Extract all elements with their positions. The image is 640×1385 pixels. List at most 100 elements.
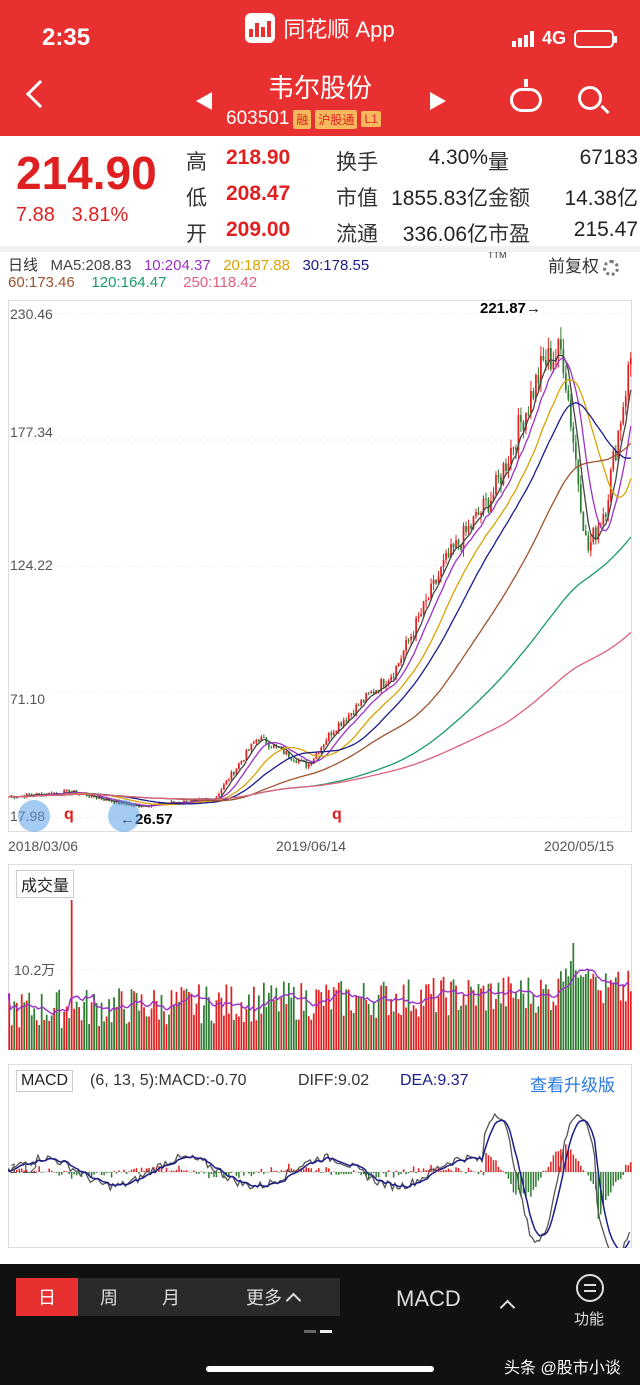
candle-body bbox=[370, 691, 373, 694]
macd-title[interactable]: MACD bbox=[16, 1070, 74, 1092]
volume-bar bbox=[98, 1026, 100, 1050]
indicator-selector[interactable]: MACD bbox=[396, 1286, 461, 1311]
candle-body bbox=[415, 618, 417, 637]
macd-bar bbox=[73, 1172, 75, 1175]
candle-body bbox=[285, 751, 288, 755]
more-button[interactable]: 更多 bbox=[246, 1284, 302, 1310]
volume-bar bbox=[8, 993, 11, 1050]
candle-body bbox=[355, 704, 358, 716]
macd-bar bbox=[392, 1172, 395, 1178]
date-label-end: 2020/05/15 bbox=[544, 838, 615, 854]
macd-bar bbox=[20, 1168, 23, 1172]
chevron-up-icon[interactable] bbox=[499, 1299, 516, 1316]
tab-month[interactable]: 月 bbox=[162, 1288, 180, 1308]
macd-bar bbox=[350, 1172, 352, 1174]
candle-body bbox=[604, 514, 607, 517]
adjust-label: 前复权 bbox=[548, 257, 599, 276]
volume-bar bbox=[63, 1011, 66, 1050]
macd-bar bbox=[405, 1172, 407, 1175]
macd-bar bbox=[507, 1172, 510, 1179]
macd-bar bbox=[555, 1151, 557, 1172]
menu-icon[interactable] bbox=[576, 1274, 604, 1302]
next-stock-icon[interactable] bbox=[430, 92, 446, 110]
volume-bar bbox=[38, 1024, 41, 1050]
candle-body bbox=[362, 700, 365, 703]
macd-bar bbox=[425, 1169, 427, 1172]
ma60-value: 60:173.46 bbox=[8, 274, 75, 291]
event-marker-1[interactable]: q bbox=[64, 806, 74, 823]
volume-bar bbox=[517, 999, 520, 1050]
candle-body bbox=[542, 355, 545, 360]
search-icon[interactable] bbox=[578, 86, 602, 110]
candle-body bbox=[270, 747, 273, 749]
ma-legend-row-2: 60:173.46 120:164.47 250:118.42 bbox=[8, 274, 257, 291]
home-indicator[interactable] bbox=[206, 1366, 434, 1372]
tab-day[interactable]: 日 bbox=[16, 1278, 78, 1316]
drag-handle-right[interactable] bbox=[108, 800, 140, 832]
volume-bar bbox=[205, 986, 208, 1050]
volume-bar bbox=[255, 1020, 258, 1050]
macd-bar bbox=[123, 1169, 125, 1172]
price-chart[interactable] bbox=[8, 300, 632, 832]
volume-bar bbox=[365, 999, 368, 1050]
volume-bar bbox=[83, 1001, 86, 1050]
candle-body bbox=[230, 772, 233, 780]
volume-bar bbox=[582, 976, 585, 1050]
robot-assistant-icon[interactable] bbox=[510, 79, 542, 112]
quote-label: 市值 bbox=[336, 187, 378, 210]
macd-bar bbox=[293, 1169, 295, 1172]
volume-chart[interactable] bbox=[8, 864, 632, 1050]
volume-bar bbox=[163, 1011, 165, 1050]
volume-bar bbox=[440, 980, 442, 1050]
macd-bar bbox=[532, 1172, 535, 1190]
quote-label: 低 bbox=[186, 187, 207, 210]
macd-bar bbox=[580, 1165, 582, 1172]
candle-body bbox=[587, 535, 590, 551]
volume-bar bbox=[425, 984, 427, 1050]
macd-bar bbox=[213, 1172, 215, 1177]
tag-margin: 融 bbox=[293, 109, 312, 129]
macd-bar bbox=[253, 1172, 255, 1175]
macd-bar bbox=[442, 1169, 445, 1172]
candle-body bbox=[445, 552, 447, 560]
volume-bar bbox=[183, 990, 185, 1050]
macd-chart[interactable] bbox=[8, 1064, 632, 1248]
candle-body bbox=[272, 744, 275, 748]
macd-bar bbox=[445, 1169, 447, 1172]
drag-handle-left[interactable] bbox=[18, 800, 50, 832]
candle-body bbox=[612, 451, 615, 470]
candle-body bbox=[515, 447, 517, 450]
adjust-selector[interactable]: 前复权 bbox=[548, 252, 619, 277]
candle-body bbox=[507, 463, 510, 471]
candle-body bbox=[88, 796, 90, 798]
candle-body bbox=[432, 579, 435, 584]
candle-body bbox=[267, 744, 270, 748]
volume-bar bbox=[360, 996, 363, 1050]
volume-bar bbox=[320, 992, 323, 1050]
candle-body bbox=[170, 801, 173, 804]
candle-body bbox=[280, 747, 283, 749]
macd-bar bbox=[133, 1168, 135, 1172]
tab-week[interactable]: 周 bbox=[100, 1288, 118, 1308]
prev-stock-icon[interactable] bbox=[196, 92, 212, 110]
macd-bar bbox=[178, 1165, 180, 1172]
volume-chart-frame[interactable] bbox=[8, 864, 632, 1050]
volume-ma-line bbox=[8, 968, 630, 1016]
candle-body bbox=[437, 576, 440, 584]
function-label[interactable]: 功能 bbox=[574, 1311, 605, 1328]
volume-bar bbox=[594, 976, 597, 1050]
candle-body bbox=[173, 801, 175, 803]
volume-bar bbox=[562, 981, 565, 1050]
upgrade-link[interactable]: 查看升级版 bbox=[530, 1076, 615, 1095]
candle-body bbox=[372, 691, 375, 694]
candle-body bbox=[497, 475, 500, 478]
volume-bar bbox=[557, 978, 560, 1050]
event-marker-2[interactable]: q bbox=[332, 806, 342, 823]
macd-chart-frame[interactable] bbox=[8, 1064, 632, 1248]
candle-body bbox=[140, 806, 143, 808]
volume-bar bbox=[58, 989, 61, 1050]
macd-bar bbox=[500, 1169, 502, 1172]
gear-icon bbox=[603, 259, 619, 276]
candle-body bbox=[310, 763, 313, 765]
macd-bar bbox=[260, 1168, 263, 1172]
